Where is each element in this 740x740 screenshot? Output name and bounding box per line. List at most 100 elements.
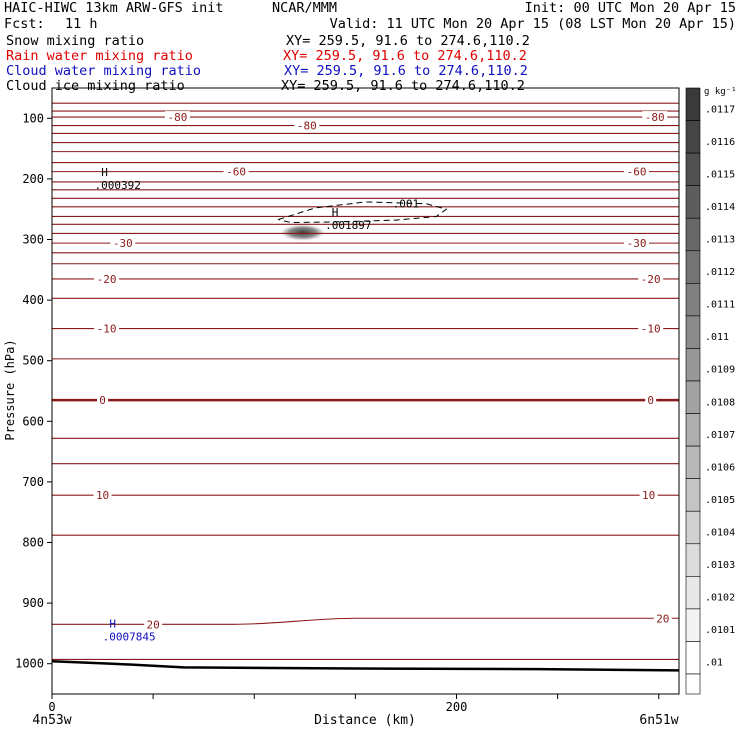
left-endpoint-label: 4n53w: [32, 713, 71, 728]
y-tick-label: 300: [22, 233, 44, 247]
maximum-value: .001897: [325, 219, 371, 232]
isotherm-label: 10: [96, 489, 109, 502]
contour-label: .001: [393, 198, 420, 211]
right-endpoint-label: 6n51w: [639, 713, 678, 728]
colorbar-unit: g kg⁻¹: [704, 87, 737, 97]
colorbar-tick-label: .0101: [705, 625, 735, 636]
maximum-marker: H: [109, 617, 116, 630]
colorbar-segment: [685, 120, 701, 154]
isotherm-label-bg: [638, 272, 664, 285]
x-axis-title: Distance (km): [314, 713, 416, 728]
colorbar-tick-label: .01: [705, 658, 723, 669]
colorbar-segment: [685, 478, 701, 512]
isotherm-label-bg: [645, 394, 657, 407]
isotherm-label-bg: [624, 237, 650, 250]
colorbar-segment: [685, 510, 701, 545]
x-tick-label: 200: [446, 700, 468, 714]
colorbar-tick-label: .0105: [705, 495, 735, 506]
colorbar-segment: [685, 641, 701, 675]
y-tick-label: 400: [22, 293, 44, 307]
isotherm-label-bg: [94, 322, 120, 335]
maximum-marker: H: [332, 206, 339, 219]
rain-field-xy: XY= 259.5, 91.6 to 274.6,110.2: [283, 48, 527, 64]
x-tick-label: 0: [48, 700, 55, 714]
colorbar-tick-label: .0114: [705, 202, 735, 213]
colorbar-segment: [685, 543, 701, 577]
colorbar-tick-label: .0109: [705, 365, 735, 376]
colorbar-segment: [685, 217, 701, 252]
isotherm-label: 0: [647, 394, 654, 407]
isotherm-label-bg: [164, 111, 190, 124]
colorbar-segment: [685, 283, 701, 317]
y-tick-label: 500: [22, 354, 44, 368]
maximum-marker: H: [101, 166, 108, 179]
isotherm-label-bg: [97, 394, 109, 407]
colorbar-segment: [685, 380, 701, 414]
isotherm-label: -80: [167, 111, 187, 124]
colorbar-segment: [685, 250, 701, 284]
isotherm-label: 20: [147, 618, 160, 631]
terrain-surface-line: [52, 660, 679, 672]
colorbar-tick-label: .0106: [705, 462, 735, 473]
isotherm-label-bg: [653, 612, 672, 625]
cloud-ice-field-xy: XY= 259.5, 91.6 to 274.6,110.2: [281, 78, 525, 94]
isotherm-label-bg: [294, 119, 320, 132]
model-title: HAIC-HIWC 13km ARW-GFS init: [4, 0, 224, 16]
colorbar-tick-label: .0108: [705, 397, 735, 408]
cloud-ice-field-name: Cloud ice mixing ratio: [6, 78, 185, 94]
colorbar-tick-label: .0111: [705, 300, 735, 311]
isotherm-label: -10: [641, 323, 661, 336]
isotherm-line: [52, 617, 679, 625]
colorbar-tick-label: .0113: [705, 235, 735, 246]
y-tick-label: 600: [22, 414, 44, 428]
isotherm-label: 20: [656, 612, 669, 625]
y-tick-label: 200: [22, 172, 44, 186]
colorbar-segment: [685, 608, 701, 642]
plot-frame: [51, 87, 680, 695]
colorbar-tick-label: .011: [705, 332, 729, 343]
isotherm-label-bg: [94, 272, 120, 285]
colorbar-tick-label: .0116: [705, 137, 735, 148]
isotherm-label: -20: [97, 273, 117, 286]
isotherm-label: -80: [297, 120, 317, 133]
snow-field-name: Snow mixing ratio: [6, 33, 145, 49]
cloud-water-field-xy: XY= 259.5, 91.6 to 274.6,110.2: [284, 63, 528, 79]
y-tick-label: 900: [22, 596, 44, 610]
forecast-label: Fcst:: [4, 16, 45, 32]
colorbar-tick-label: .0112: [705, 267, 735, 278]
isotherm-label: 10: [642, 489, 655, 502]
isotherm-label-bg: [624, 165, 650, 178]
isotherm-label-bg: [638, 322, 664, 335]
colorbar-segment: [685, 87, 701, 121]
maximum-value: .0007845: [103, 630, 156, 643]
colorbar-segment: [685, 445, 701, 479]
org-label: NCAR/MMM: [272, 0, 338, 16]
forecast-hours: 11 h: [65, 16, 98, 32]
isotherm-label: 0: [99, 394, 106, 407]
colorbar-segment: [685, 576, 701, 610]
isotherm-label-bg: [223, 165, 249, 178]
mixing-ratio-shading: [280, 224, 326, 241]
cloud-water-field-name: Cloud water mixing ratio: [6, 63, 202, 79]
colorbar-segment: [685, 185, 701, 219]
isotherm-label: -30: [113, 237, 133, 250]
snow-field-xy: XY= 259.5, 91.6 to 274.6,110.2: [286, 33, 530, 49]
rain-field-name: Rain water mixing ratio: [6, 48, 193, 64]
colorbar-tick-label: .0115: [705, 169, 735, 180]
colorbar-tick-label: .0102: [705, 593, 735, 604]
colorbar-segment: [685, 348, 701, 382]
isotherm-label-bg: [642, 111, 668, 124]
isotherm-label: -60: [627, 166, 647, 179]
colorbar-segment: [685, 315, 701, 349]
isotherm-label: -20: [641, 273, 661, 286]
y-tick-label: 700: [22, 475, 44, 489]
maximum-value: .000392: [95, 179, 141, 192]
colorbar-tick-label: .0107: [705, 430, 735, 441]
isotherm-label-bg: [110, 237, 136, 250]
isotherm-label-bg: [639, 489, 658, 502]
colorbar-tick-label: .0103: [705, 560, 735, 571]
init-time: Init: 00 UTC Mon 20 Apr 15: [524, 0, 736, 16]
colorbar-tick-label: .0117: [705, 104, 735, 115]
isotherm-label: -60: [226, 166, 246, 179]
